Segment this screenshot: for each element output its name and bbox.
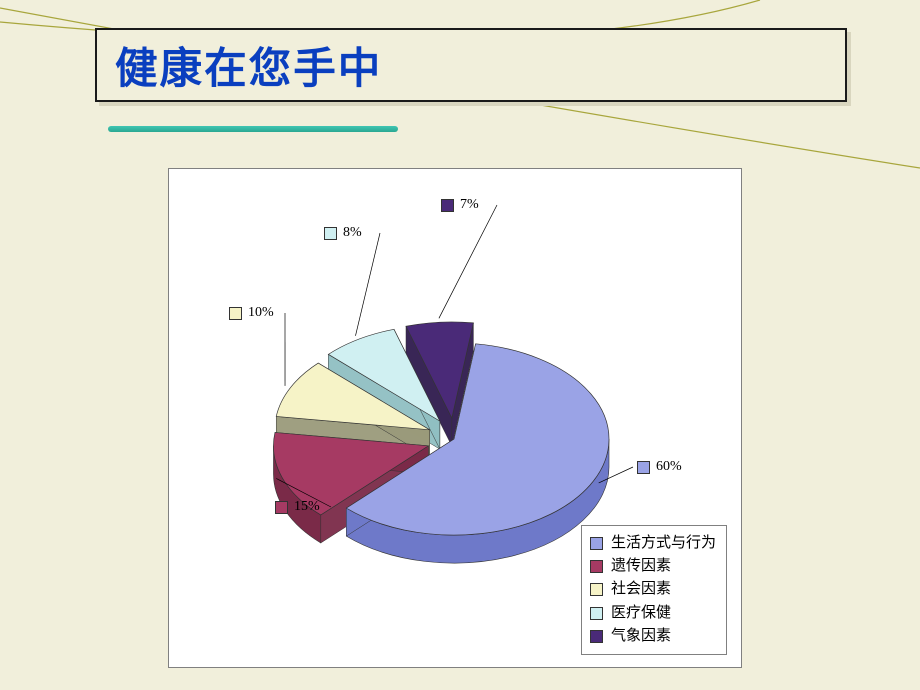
- swatch-icon: [229, 307, 242, 320]
- legend-label: 遗传因素: [611, 555, 671, 578]
- slice-label: 15%: [275, 499, 320, 515]
- slice-label: 7%: [441, 197, 479, 213]
- swatch-icon: [441, 199, 454, 212]
- legend-item: 遗传因素: [590, 555, 716, 578]
- slice-percent: 7%: [460, 197, 479, 213]
- slice-label: 8%: [324, 225, 362, 241]
- page-title: 健康在您手中: [115, 35, 382, 96]
- slice-percent: 10%: [248, 305, 274, 321]
- legend-label: 气象因素: [611, 625, 671, 648]
- legend-label: 社会因素: [611, 578, 671, 601]
- slice-label: 10%: [229, 305, 274, 321]
- legend-item: 社会因素: [590, 578, 716, 601]
- swatch-icon: [637, 461, 650, 474]
- swatch-icon: [590, 607, 603, 620]
- slice-percent: 15%: [294, 499, 320, 515]
- swatch-icon: [590, 560, 603, 573]
- swatch-icon: [590, 583, 603, 596]
- swatch-icon: [590, 537, 603, 550]
- slice-percent: 8%: [343, 225, 362, 241]
- legend-label: 生活方式与行为: [611, 532, 716, 555]
- chart-legend: 生活方式与行为遗传因素社会因素医疗保健气象因素: [581, 525, 727, 655]
- slice-percent: 60%: [656, 459, 682, 475]
- legend-item: 医疗保健: [590, 602, 716, 625]
- legend-label: 医疗保健: [611, 602, 671, 625]
- slice-label: 60%: [637, 459, 682, 475]
- pie-chart-container: 60% 15% 10% 8% 7% 生活方式与行为遗传因素社会因素医疗保健气象因素: [168, 168, 742, 668]
- legend-item: 生活方式与行为: [590, 532, 716, 555]
- title-underline: [108, 126, 398, 134]
- swatch-icon: [590, 630, 603, 643]
- legend-item: 气象因素: [590, 625, 716, 648]
- title-box: 健康在您手中: [95, 28, 847, 102]
- swatch-icon: [324, 227, 337, 240]
- swatch-icon: [275, 501, 288, 514]
